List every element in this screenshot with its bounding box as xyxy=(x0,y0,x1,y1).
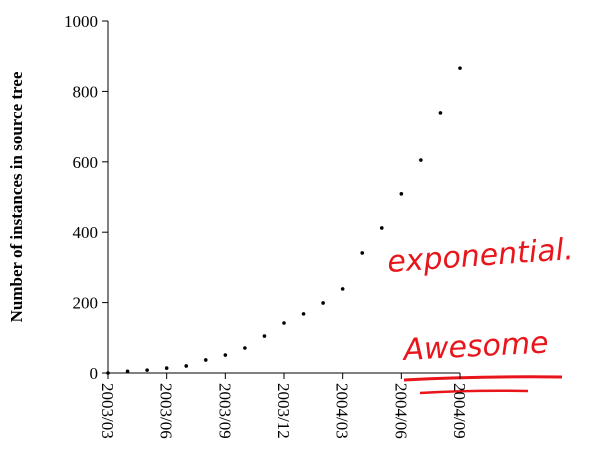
x-tick-label: 2004/06 xyxy=(391,383,410,439)
data-point xyxy=(438,111,443,115)
x-tick-label: 2003/06 xyxy=(157,383,176,439)
data-point xyxy=(223,353,228,357)
annotation: exponential. xyxy=(386,232,574,280)
data-point xyxy=(262,334,267,338)
data-point xyxy=(164,366,169,370)
annotation-underline xyxy=(419,389,529,395)
x-tick-label: 2003/03 xyxy=(98,383,117,439)
data-point xyxy=(458,66,462,70)
y-axis-label: Number of instances in source tree xyxy=(7,71,26,322)
annotation: Awesome xyxy=(401,325,550,368)
y-tick-label: 200 xyxy=(73,294,99,313)
y-tick-label: 600 xyxy=(73,153,99,172)
data-point xyxy=(321,301,325,305)
data-point xyxy=(379,226,384,230)
y-tick-label: 400 xyxy=(73,223,99,242)
x-tick-label: 2004/09 xyxy=(450,383,469,439)
data-point xyxy=(145,368,149,372)
data-point xyxy=(399,192,404,196)
data-point xyxy=(419,158,423,162)
x-tick-label: 2004/03 xyxy=(333,383,352,439)
annotation-underline xyxy=(403,375,563,382)
data-point xyxy=(282,321,286,325)
y-tick-label: 1000 xyxy=(64,12,98,31)
data-point xyxy=(301,312,306,316)
y-tick-label: 0 xyxy=(90,364,99,383)
data-point xyxy=(340,287,345,291)
data-point xyxy=(125,369,130,374)
data-point xyxy=(203,358,208,362)
data-point xyxy=(106,371,110,375)
x-tick-label: 2003/12 xyxy=(274,383,293,439)
data-point xyxy=(360,251,365,255)
x-tick-label: 2003/09 xyxy=(215,383,234,439)
data-point xyxy=(243,346,247,350)
y-tick-label: 800 xyxy=(73,82,99,101)
data-point xyxy=(184,364,189,368)
